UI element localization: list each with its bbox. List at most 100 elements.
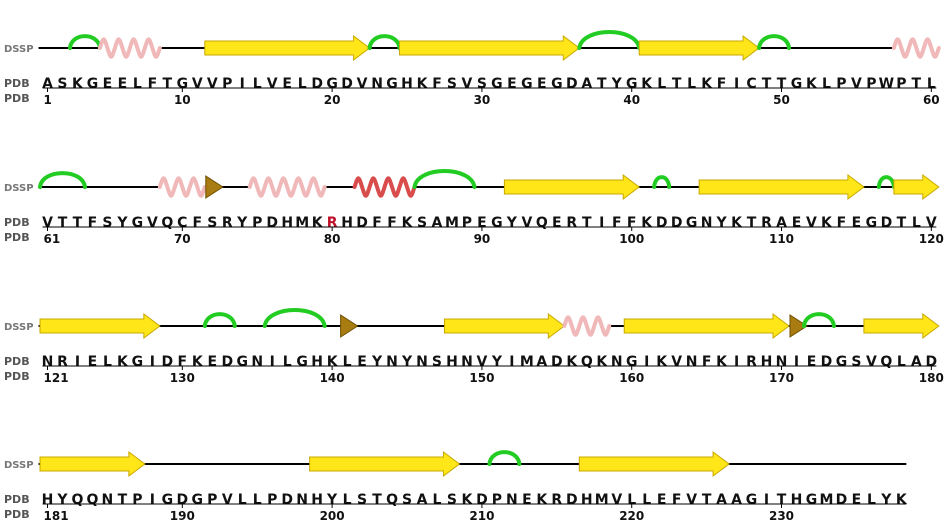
residue-letter: K xyxy=(896,492,908,508)
residue-letter: A xyxy=(776,215,787,231)
residue-letter: N xyxy=(371,76,383,92)
pdb-numbering-label: PDB xyxy=(4,92,30,105)
residue-letter: I xyxy=(599,215,604,231)
residue-letter: G xyxy=(746,492,758,508)
residue-letter: E xyxy=(852,215,862,231)
residue-letter: L xyxy=(298,76,307,92)
residue-letter: D xyxy=(356,215,368,231)
residue-letter: L xyxy=(253,76,262,92)
residue-letter: E xyxy=(657,492,667,508)
residue-letter: F xyxy=(387,215,397,231)
residue-letter: V xyxy=(207,76,218,92)
residue-letter: I xyxy=(270,354,275,370)
residue-letter: V xyxy=(267,76,278,92)
residue-letter: K xyxy=(192,354,204,370)
residue-letter: A xyxy=(581,76,592,92)
residue-letter: T xyxy=(58,215,68,231)
residue-letter: I xyxy=(509,354,514,370)
residue-letter: G xyxy=(132,215,144,231)
beta-strand-arrow xyxy=(623,313,790,339)
residue-letter: Q xyxy=(161,215,173,231)
residue-letter: H xyxy=(401,76,413,92)
residue-letter: A xyxy=(417,492,428,508)
residue-letter: Y xyxy=(116,215,128,231)
residue-letter: F xyxy=(627,215,637,231)
residue-letter: K xyxy=(536,492,548,508)
alpha-helix-wave xyxy=(352,176,417,198)
residue-letter: K xyxy=(72,76,84,92)
tick-label: 230 xyxy=(769,509,794,523)
tick-label: 190 xyxy=(170,509,195,523)
residue-letter: L xyxy=(283,354,292,370)
residue-letter: R xyxy=(761,215,772,231)
residue-letter: S xyxy=(357,492,367,508)
residue-letter: R xyxy=(57,354,68,370)
residue-letter: S xyxy=(851,354,861,370)
residue-letter: V xyxy=(926,215,937,231)
residue-letter: F xyxy=(612,215,622,231)
residue-letter: G xyxy=(626,76,638,92)
residue-letter: K xyxy=(596,354,608,370)
dssp-row-label: DSSP xyxy=(4,322,34,333)
residue-letter: S xyxy=(417,215,427,231)
tick-label: 100 xyxy=(619,232,644,246)
beta-strand-arrow xyxy=(443,313,566,339)
helix-310-wave xyxy=(97,37,162,59)
residue-letter: A xyxy=(432,215,443,231)
highlighted-residue: R xyxy=(327,215,338,231)
residue-letter: P xyxy=(492,492,502,508)
residue-letter: K xyxy=(462,492,474,508)
residue-letter: Y xyxy=(401,354,413,370)
residue-letter: Y xyxy=(611,76,623,92)
residue-letter: M xyxy=(819,492,833,508)
residue-letter: L xyxy=(343,354,352,370)
residue-letter: G xyxy=(87,76,99,92)
residue-letter: T xyxy=(582,215,592,231)
residue-letter: K xyxy=(716,354,728,370)
residue-letter: E xyxy=(282,76,292,92)
helix-310-wave xyxy=(247,176,327,198)
bend-triangle xyxy=(789,314,808,338)
residue-letter: T xyxy=(762,76,772,92)
residue-letter: L xyxy=(687,76,696,92)
residue-letter: Y xyxy=(371,354,383,370)
beta-strand-arrow xyxy=(863,313,940,339)
residue-letter: D xyxy=(162,354,174,370)
residue-letter: N xyxy=(506,492,518,508)
residue-letter: H xyxy=(446,354,458,370)
residue-letter: K xyxy=(117,354,129,370)
pdb-sequence-label: PDB xyxy=(4,355,30,368)
residue-letter: N xyxy=(686,354,698,370)
residue-letter: D xyxy=(926,354,938,370)
pdb-sequence-label: PDB xyxy=(4,77,30,90)
residue-letter: S xyxy=(477,76,487,92)
residue-letter: E xyxy=(207,354,217,370)
residue-letter: T xyxy=(597,76,607,92)
residue-letter: G xyxy=(491,215,503,231)
residue-letter: E xyxy=(792,215,802,231)
residue-letter: K xyxy=(821,215,833,231)
residue-letter: E xyxy=(522,492,532,508)
tick-label: 110 xyxy=(769,232,794,246)
residue-letter: D xyxy=(311,76,323,92)
residue-letter: A xyxy=(911,354,922,370)
residue-letter: S xyxy=(432,354,442,370)
helix-310-wave xyxy=(157,176,207,198)
tick-label: 20 xyxy=(324,93,341,107)
residue-letter: K xyxy=(656,354,668,370)
residue-letter: G xyxy=(386,76,398,92)
residue-letter: L xyxy=(912,215,921,231)
residue-letter: T xyxy=(747,215,757,231)
residue-letter: L xyxy=(927,76,936,92)
turn-arc xyxy=(801,312,836,328)
residue-letter: K xyxy=(327,354,339,370)
residue-letter: Q xyxy=(86,492,98,508)
residue-letter: E xyxy=(537,76,547,92)
turn-arc xyxy=(876,175,896,189)
residue-letter: I xyxy=(794,354,799,370)
helix-310-wave xyxy=(562,315,612,337)
residue-letter: L xyxy=(822,76,831,92)
dssp-row-label: DSSP xyxy=(4,183,34,194)
